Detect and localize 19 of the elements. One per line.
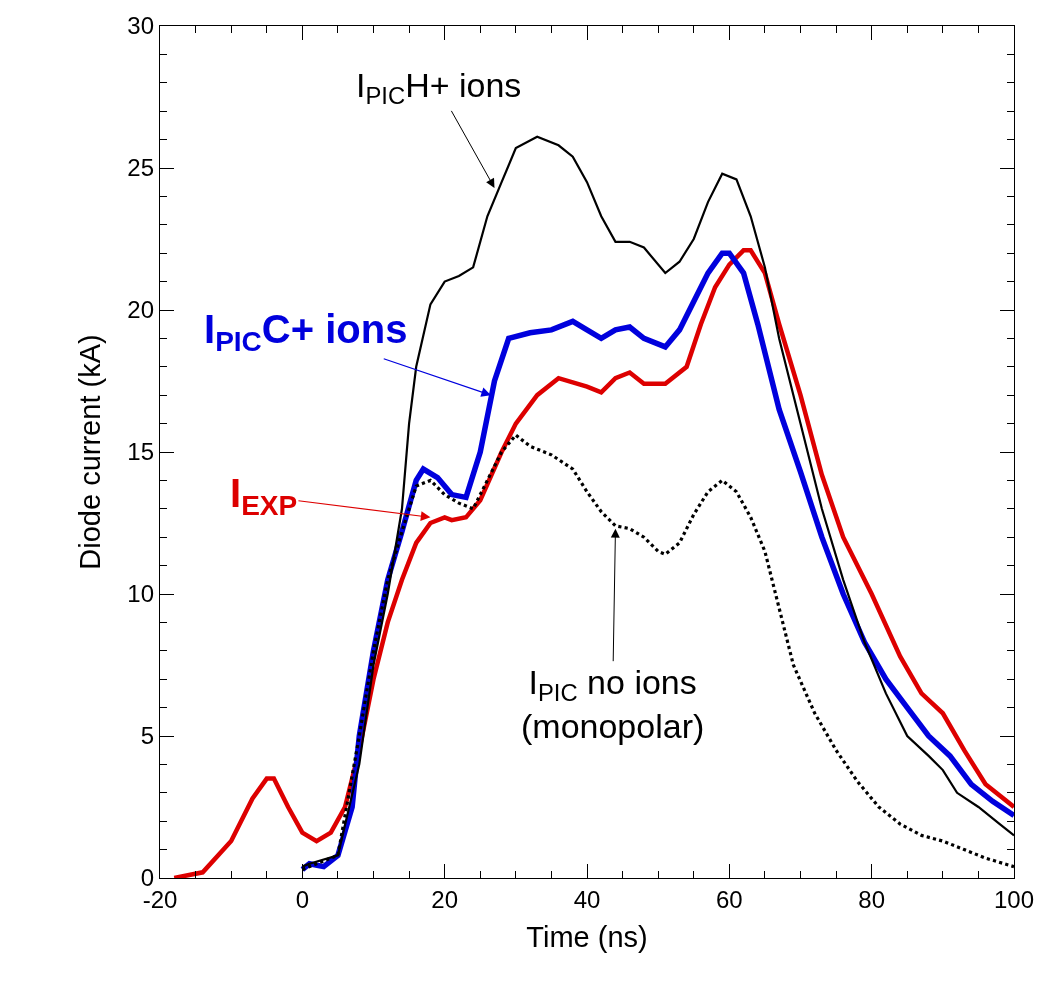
y-axis-title: Diode current (kA) — [73, 334, 106, 570]
x-tick-label: 20 — [431, 885, 459, 913]
y-tick-label: 15 — [127, 438, 155, 466]
y-tick-label: 20 — [127, 296, 155, 324]
line-series — [171, 248, 1014, 878]
x-tick-label: 40 — [573, 885, 601, 913]
y-tick-label: 10 — [127, 580, 155, 608]
annotation: I$_{PIC}$ no ions (monopolar) — [521, 663, 705, 746]
y-tick-label: 30 — [127, 12, 155, 40]
x-tick-label: 60 — [715, 885, 743, 913]
x-tick-label: 100 — [993, 885, 1035, 913]
x-axis-title: Time (ns) — [526, 920, 648, 953]
y-tick-label: 25 — [127, 154, 155, 182]
x-tick-label: 80 — [858, 885, 886, 913]
annotation: I$_{PIC}$H+ ions — [356, 66, 522, 110]
y-tick-label: 5 — [140, 722, 155, 750]
x-tick-label: 0 — [295, 885, 310, 913]
annotation: I$_{EXP}$ — [230, 471, 298, 522]
annotation: I$_{PIC}$C+ ions — [204, 307, 408, 358]
